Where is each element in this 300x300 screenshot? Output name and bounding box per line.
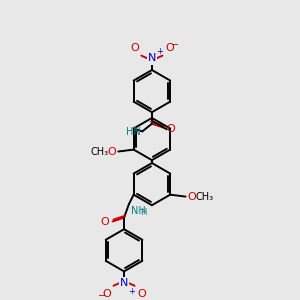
Text: O: O <box>131 43 140 53</box>
Text: N: N <box>148 53 156 64</box>
Text: O: O <box>188 192 196 202</box>
Text: CH₃: CH₃ <box>195 192 213 202</box>
Text: N: N <box>120 278 128 288</box>
Text: +: + <box>128 287 135 296</box>
Text: O: O <box>137 289 146 298</box>
Text: O: O <box>103 289 112 298</box>
Text: NH: NH <box>131 206 146 216</box>
Text: O: O <box>166 124 175 134</box>
Text: O: O <box>100 218 109 227</box>
Text: O: O <box>165 43 174 53</box>
Text: HN: HN <box>126 127 140 137</box>
Text: O: O <box>108 146 116 157</box>
Text: H: H <box>140 208 147 217</box>
Text: CH₃: CH₃ <box>91 146 109 157</box>
Text: −: − <box>98 291 106 300</box>
Text: −: − <box>171 40 179 50</box>
Text: +: + <box>156 46 163 56</box>
